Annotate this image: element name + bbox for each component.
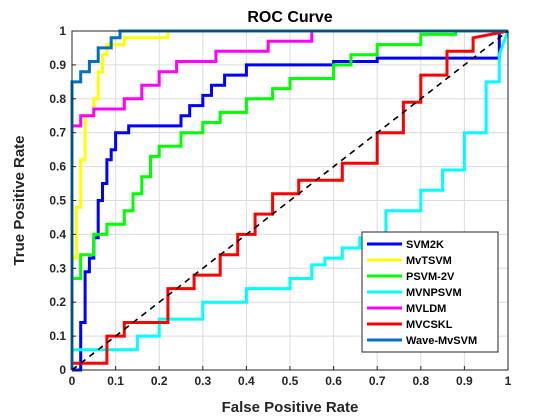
y-tick-label: 0.9: [49, 58, 66, 72]
x-tick-label: 0.1: [107, 374, 124, 388]
y-tick-label: 0.2: [49, 295, 66, 309]
legend-label: MVCSKL: [406, 319, 453, 331]
x-tick-label: 0.3: [194, 374, 211, 388]
legend-label: MVNPSVM: [406, 287, 462, 299]
x-tick-label: 0.4: [238, 374, 255, 388]
y-tick-label: 0.1: [49, 329, 66, 343]
legend-label: SVM2K: [406, 239, 444, 251]
x-tick-label: 0.7: [369, 374, 386, 388]
series-lines: [70, 29, 510, 372]
y-tick-label: 0.4: [49, 227, 66, 241]
y-axis-title: True Positive Rate: [11, 135, 28, 265]
x-tick-label: 0.8: [412, 374, 429, 388]
chart-title: ROC Curve: [247, 9, 332, 26]
legend-label: PSVM-2V: [406, 271, 455, 283]
y-tick-label: 0.6: [49, 160, 66, 174]
y-tick-label: 0.5: [49, 194, 66, 208]
series-line-wave-mvsvm: [70, 29, 508, 370]
series-line-svm2k: [72, 29, 508, 372]
legend-label: MvTSVM: [406, 255, 452, 267]
series-line-mvtsvm: [70, 29, 508, 370]
x-tick-label: 0.5: [282, 374, 299, 388]
x-tick-label: 0.6: [325, 374, 342, 388]
diagonal-reference-line: [71, 30, 509, 371]
legend: SVM2K MvTSVM PSVM-2V MVNPSVM MVLDM MVCSKL Wave…: [361, 231, 499, 353]
x-tick-label: 1: [505, 374, 512, 388]
x-tick-label: 0: [69, 374, 76, 388]
y-tick-label: 0.8: [49, 92, 66, 106]
y-tick-label: 0: [59, 363, 66, 377]
legend-label: Wave-MvSVM: [406, 335, 477, 347]
x-tick-label: 0.2: [151, 374, 168, 388]
x-tick-label: 0.9: [456, 374, 473, 388]
series-line-psvm-2v: [70, 29, 508, 370]
y-tick-label: 0.7: [49, 126, 66, 140]
legend-label: MVLDM: [406, 303, 446, 315]
y-tick-label: 0.3: [49, 261, 66, 275]
series-line-mvnpsvm: [70, 30, 510, 370]
series-line-mvldm: [70, 29, 508, 370]
x-axis-title: False Positive Rate: [222, 399, 359, 416]
y-tick-label: 1: [59, 24, 66, 38]
ticks: 0 0.1 0.2 0.3 0.4 0.5 0.6 0.7 0.8 0.9 1 0 0.1 0.2 0.3 0…: [49, 24, 511, 388]
